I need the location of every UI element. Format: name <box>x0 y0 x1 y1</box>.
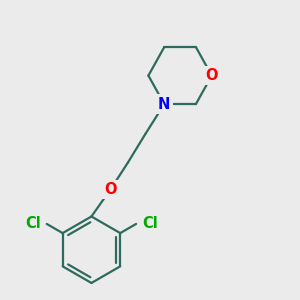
Text: O: O <box>206 68 218 83</box>
Text: Cl: Cl <box>142 216 158 231</box>
Text: O: O <box>104 182 117 197</box>
Text: Cl: Cl <box>25 216 41 231</box>
Text: N: N <box>158 97 170 112</box>
